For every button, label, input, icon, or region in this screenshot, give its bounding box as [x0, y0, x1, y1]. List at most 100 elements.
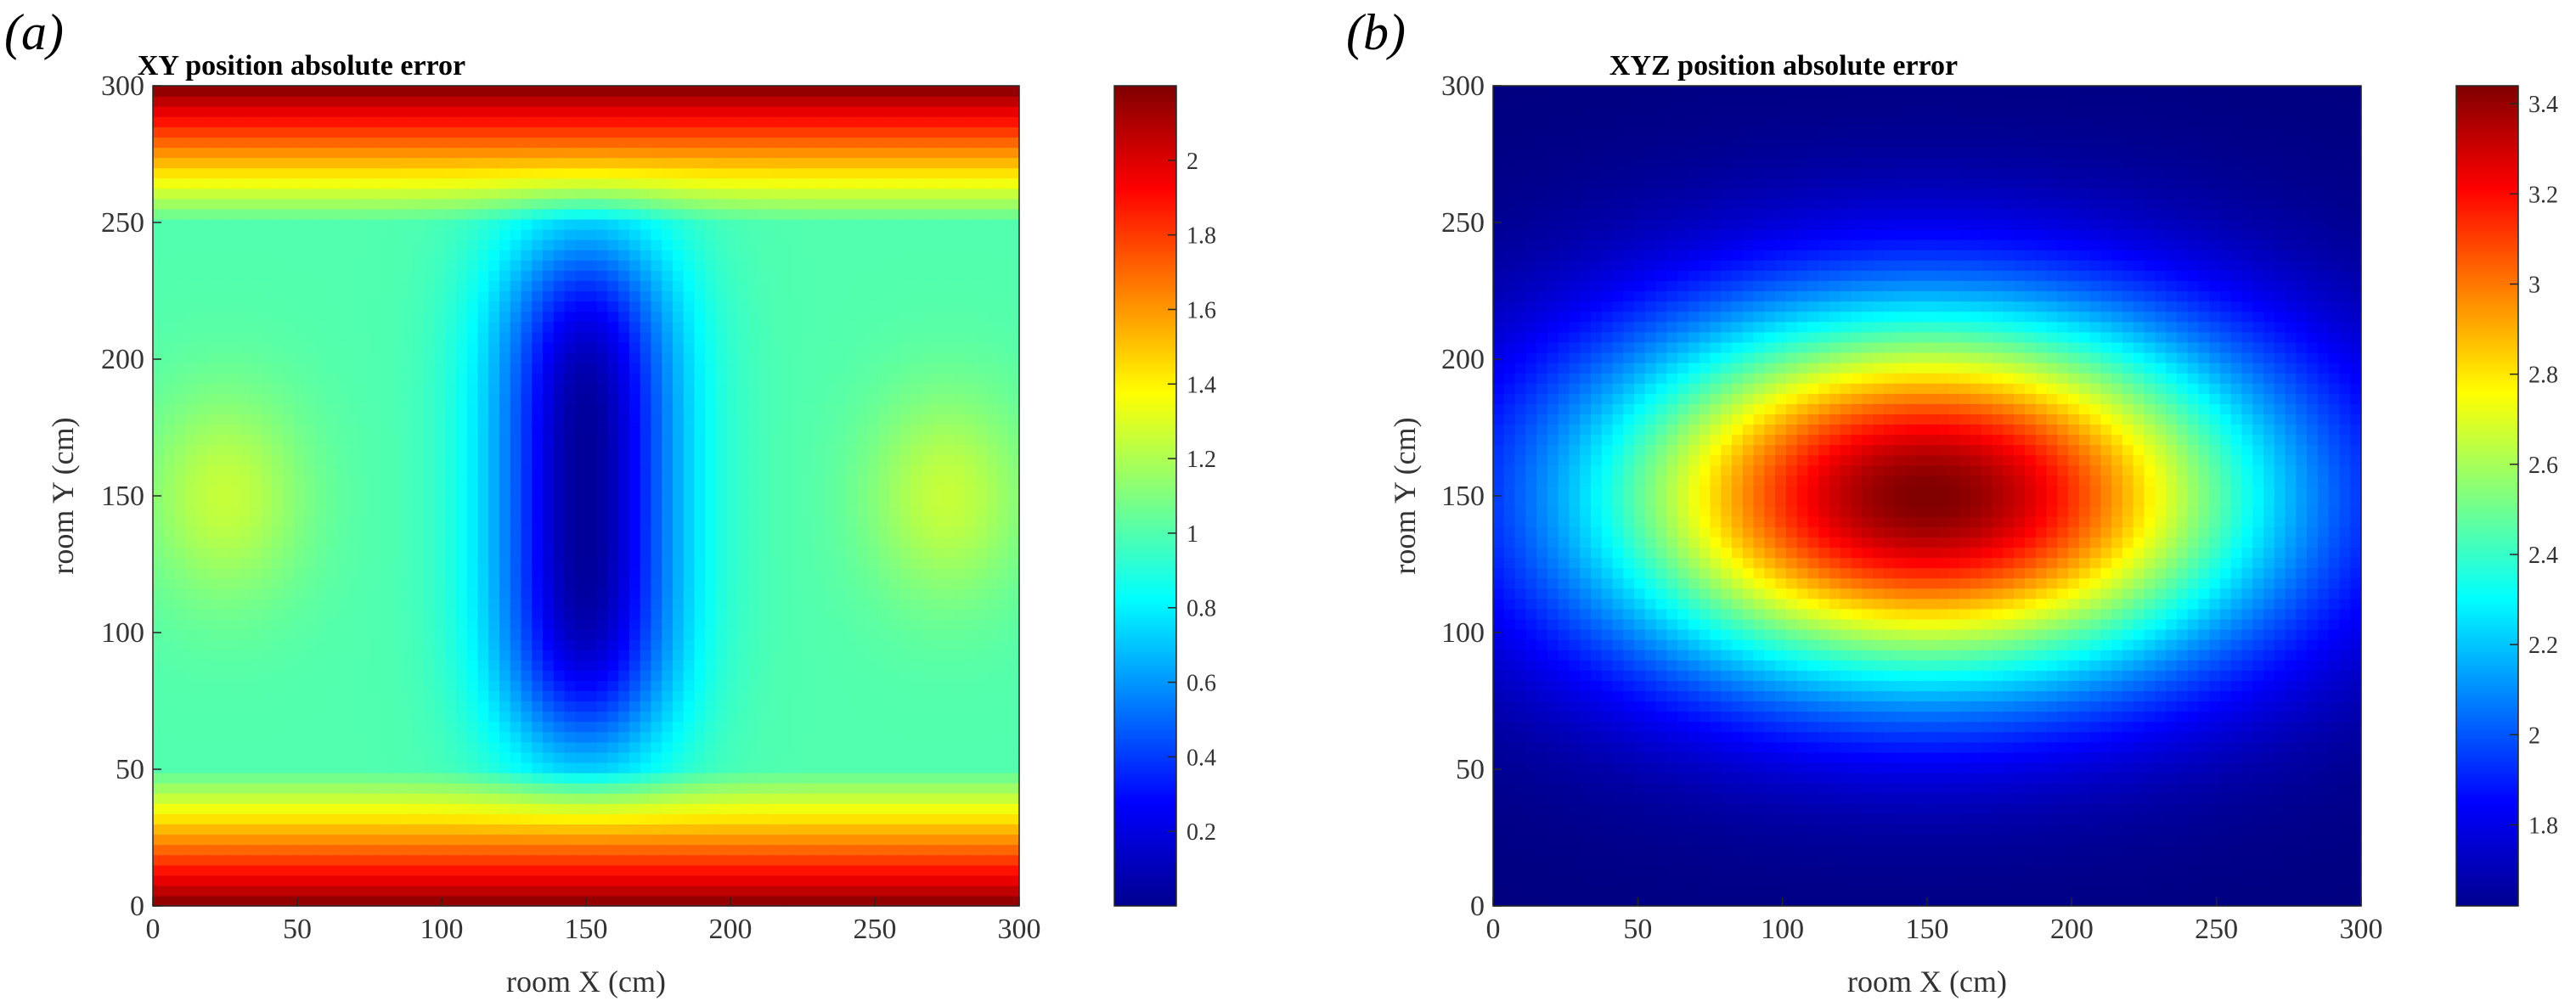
heatmap-cell [304, 618, 316, 630]
heatmap-cell [185, 444, 197, 456]
heatmap-cell [240, 383, 251, 394]
heatmap-cell [163, 341, 176, 353]
heatmap-cell [326, 803, 338, 814]
heatmap-cell [347, 537, 359, 548]
heatmap-cell [618, 260, 630, 271]
heatmap-cell [240, 434, 251, 446]
heatmap-cell [293, 485, 306, 497]
heatmap-cell [228, 147, 240, 159]
heatmap-cell [813, 454, 826, 466]
heatmap-cell [651, 321, 662, 333]
heatmap-cell [380, 824, 392, 835]
heatmap-cell [781, 700, 792, 712]
heatmap-cell [586, 844, 598, 856]
heatmap-cell [445, 321, 457, 333]
heatmap-cell [618, 608, 630, 620]
heatmap-cell [402, 547, 414, 559]
heatmap-cell [737, 444, 749, 456]
heatmap-cell [261, 526, 273, 537]
heatmap-cell [716, 680, 728, 692]
heatmap-cell [769, 301, 782, 312]
heatmap-cell [477, 321, 489, 333]
heatmap-cell [477, 731, 489, 743]
heatmap-cell [217, 783, 229, 794]
heatmap-cell [391, 516, 403, 527]
heatmap-cell [803, 86, 815, 97]
heatmap-cell [272, 834, 284, 846]
heatmap-cell [737, 537, 749, 548]
heatmap-cell [336, 373, 349, 384]
heatmap-cell [217, 773, 229, 784]
heatmap-cell [153, 311, 165, 323]
heatmap-cell [250, 464, 262, 476]
heatmap-cell [769, 834, 782, 846]
heatmap-cell [543, 793, 555, 804]
heatmap-cell [423, 198, 436, 210]
heatmap-cell [228, 373, 240, 384]
heatmap-cell [304, 741, 316, 753]
heatmap-cell [456, 475, 468, 487]
heatmap-cell [206, 198, 219, 210]
heatmap-cell [304, 547, 316, 559]
heatmap-cell [618, 650, 630, 661]
heatmap-cell [532, 773, 544, 784]
heatmap-cell [813, 250, 826, 261]
heatmap-cell [272, 86, 284, 97]
heatmap-cell [662, 731, 674, 743]
heatmap-cell [651, 773, 662, 784]
heatmap-cell [153, 208, 165, 220]
heatmap-cell [575, 464, 587, 476]
heatmap-cell [488, 700, 500, 712]
heatmap-cell [824, 793, 836, 804]
heatmap-cell [683, 711, 696, 723]
heatmap-cell [499, 567, 511, 579]
heatmap-cell [477, 824, 489, 835]
heatmap-cell [575, 157, 587, 169]
heatmap-cell [250, 454, 262, 466]
heatmap-cell [304, 721, 316, 733]
heatmap-cell [683, 537, 696, 548]
heatmap-cell [163, 147, 176, 159]
heatmap-cell [781, 96, 792, 107]
heatmap-cell [293, 218, 306, 230]
heatmap-cell [445, 290, 457, 302]
heatmap-cell [575, 618, 587, 630]
heatmap-cell [553, 670, 566, 681]
heatmap-cell [347, 496, 359, 507]
heatmap-cell [466, 331, 479, 343]
heatmap-cell [369, 373, 381, 384]
heatmap-cell [596, 383, 609, 394]
heatmap-cell [694, 352, 706, 363]
heatmap-cell [163, 793, 176, 804]
heatmap-cell [586, 650, 598, 661]
heatmap-cell [651, 311, 662, 323]
heatmap-cell [803, 885, 815, 897]
heatmap-cell [347, 783, 359, 794]
heatmap-cell [315, 454, 327, 466]
heatmap-cell [499, 854, 511, 866]
heatmap-cell [618, 341, 630, 353]
heatmap-cell [792, 895, 803, 907]
heatmap-cell [163, 721, 176, 733]
heatmap-cell [521, 793, 533, 804]
heatmap-cell [163, 188, 176, 200]
heatmap-cell [499, 86, 511, 97]
heatmap-cell [380, 496, 392, 507]
heatmap-cell [532, 383, 544, 394]
heatmap-cell [510, 650, 522, 661]
heatmap-cell [824, 875, 836, 886]
heatmap-cell [413, 229, 425, 240]
heatmap-cell [456, 270, 468, 282]
heatmap-cell [434, 588, 446, 599]
heatmap-cell [336, 352, 349, 363]
heatmap-cell [261, 96, 273, 107]
heatmap-cell [673, 834, 685, 846]
heatmap-cell [781, 628, 792, 640]
heatmap-cell [185, 383, 197, 394]
heatmap-cell [283, 177, 295, 189]
heatmap-cell [326, 311, 338, 323]
heatmap-cell [726, 444, 739, 456]
heatmap-cell [153, 280, 165, 292]
heatmap-cell [402, 639, 414, 650]
heatmap-cell [521, 167, 533, 179]
